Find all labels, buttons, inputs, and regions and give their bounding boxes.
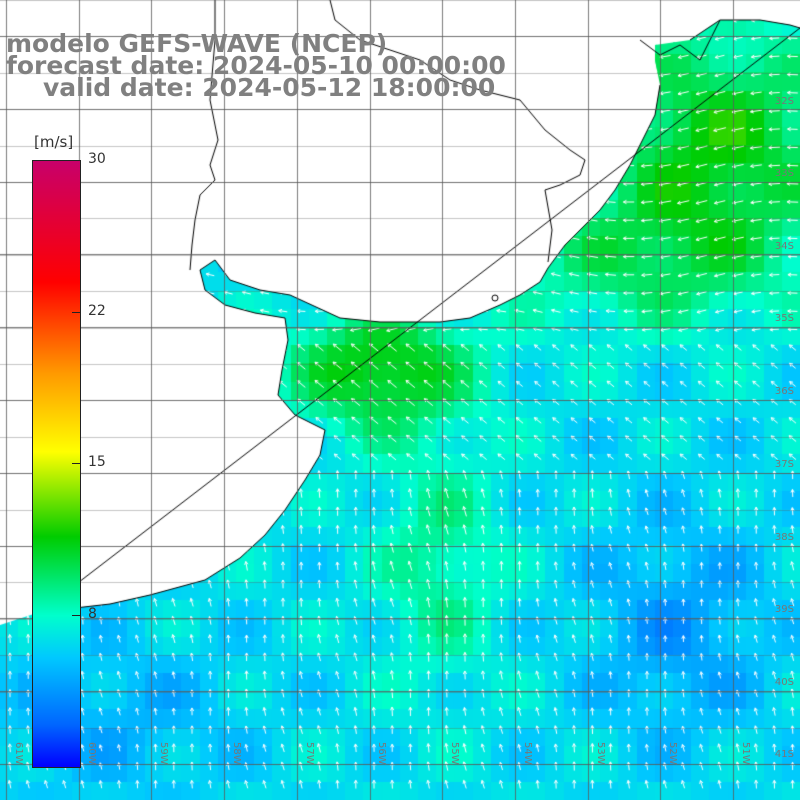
colorbar-tick-label: 22 [88,303,106,319]
lat-label: 41S [774,749,794,760]
colorbar [32,160,81,768]
lat-label: 36S [774,386,794,397]
lat-label: 33S [774,168,794,179]
colorbar-unit: [m/s] [34,133,74,151]
lon-label: 52W [667,742,678,765]
lat-label: 32S [774,96,794,107]
colorbar-tick-label: 30 [88,151,106,167]
forecast-date: forecast date: 2024-05-10 00:00:00 [6,51,506,80]
colorbar-tick-mark [72,312,80,313]
colorbar-tick-label: 15 [88,454,106,470]
lat-label: 35S [774,313,794,324]
lat-label: 34S [774,241,794,252]
lon-label: 51W [740,742,751,765]
lon-label: 54W [522,742,533,765]
lon-label: 59W [158,742,169,765]
lon-label: 53W [595,742,606,765]
lon-label: 58W [231,742,242,765]
colorbar-tick-mark [72,615,80,616]
colorbar-tick-mark [72,160,80,161]
lat-label: 37S [774,459,794,470]
lon-label: 57W [304,742,315,765]
lat-label: 38S [774,532,794,543]
model-title: modelo GEFS-WAVE (NCEP) [6,29,388,58]
lat-label: 39S [774,604,794,615]
lon-label: 61W [13,742,24,765]
valid-date: valid date: 2024-05-12 18:00:00 [43,73,496,102]
colorbar-tick-mark [72,463,80,464]
colorbar-tick-label: 8 [88,606,97,622]
lon-label: 55W [449,742,460,765]
lon-label: 56W [376,742,387,765]
lon-label: 60W [86,742,97,765]
lat-label: 40S [774,677,794,688]
